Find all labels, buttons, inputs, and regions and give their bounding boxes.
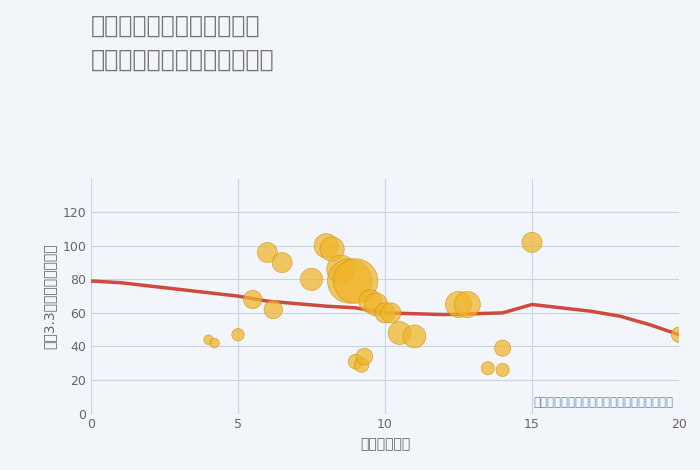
Point	[370, 301, 382, 308]
Point	[673, 331, 685, 338]
Point	[350, 358, 361, 365]
Point	[335, 266, 346, 273]
Point	[409, 333, 420, 340]
Point	[462, 301, 473, 308]
Point	[209, 339, 220, 347]
Point	[232, 331, 244, 338]
Point	[356, 361, 367, 368]
Point	[365, 298, 376, 305]
Point	[497, 366, 508, 374]
Point	[262, 249, 273, 256]
Point	[453, 301, 464, 308]
Point	[326, 245, 337, 253]
Point	[276, 259, 288, 266]
Text: 円の大きさは、取引のあった物件面積を示す: 円の大きさは、取引のあった物件面積を示す	[533, 396, 673, 409]
Point	[306, 275, 317, 283]
Point	[497, 345, 508, 352]
Point	[247, 296, 258, 303]
Point	[482, 365, 493, 372]
Point	[350, 277, 361, 285]
Point	[344, 277, 356, 285]
Text: 三重県四日市市羽津山町の
駅距離別中古マンション価格: 三重県四日市市羽津山町の 駅距離別中古マンション価格	[91, 14, 274, 71]
Y-axis label: 坪（3.3㎡）単価（万円）: 坪（3.3㎡）単価（万円）	[43, 243, 57, 349]
Point	[379, 309, 391, 317]
Point	[267, 306, 279, 313]
Point	[321, 242, 332, 250]
Point	[526, 239, 538, 246]
X-axis label: 駅距離（分）: 駅距離（分）	[360, 437, 410, 451]
Point	[394, 329, 405, 337]
Point	[203, 336, 214, 344]
Point	[385, 309, 396, 317]
Point	[359, 353, 370, 360]
